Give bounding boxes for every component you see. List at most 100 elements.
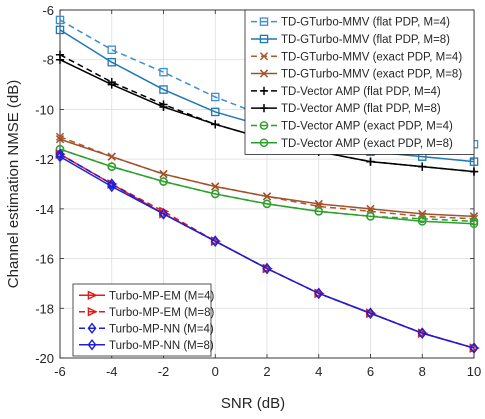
x-tick-label: 0: [212, 364, 219, 379]
x-tick-label: 10: [467, 364, 481, 379]
data-point: [159, 102, 168, 112]
legend-item: TD-GTurbo-MMV (exact PDP, M=4): [251, 51, 462, 63]
data-point: [159, 169, 168, 179]
data-point: [262, 199, 272, 209]
legend-label: Turbo-MP-EM (M=8): [109, 307, 214, 319]
data-point: [314, 207, 324, 216]
data-point: [366, 157, 375, 166]
data-point: [262, 262, 272, 275]
data-point: [159, 208, 168, 220]
legend-label: Turbo-MP-NN (M=8): [109, 340, 214, 352]
data-point: [366, 212, 375, 221]
series-line: [59, 148, 475, 225]
data-point: [55, 150, 65, 163]
y-axis-label: Channel estimation NMSE (dB): [5, 80, 22, 288]
legend-label: TD-GTurbo-MMV (exact PDP, M=4): [281, 51, 462, 63]
y-tick-label: -16: [35, 252, 54, 267]
legend-item: TD-Vector AMP (flat PDP, M=8): [251, 103, 441, 115]
data-point: [210, 189, 220, 199]
data-point: [107, 80, 116, 89]
legend-label: Turbo-MP-EM (M=4): [109, 290, 214, 302]
legend-item: Turbo-MP-EM (M=8): [79, 307, 214, 319]
legend-label: TD-GTurbo-MMV (flat PDP, M=4): [281, 17, 450, 29]
legend-swatch-marker: [259, 17, 269, 26]
legend-label: TD-Vector AMP (exact PDP, M=8): [281, 138, 453, 150]
x-tick-label: 2: [263, 364, 270, 379]
y-tick-label: -10: [35, 102, 54, 117]
data-point: [211, 120, 220, 129]
legend-label: TD-Vector AMP (exact PDP, M=4): [281, 120, 453, 132]
data-point: [469, 216, 479, 226]
data-point: [469, 157, 479, 166]
data-point: [469, 342, 479, 354]
data-point: [107, 180, 117, 193]
x-tick-label: 8: [419, 364, 426, 379]
data-point: [107, 178, 117, 190]
legend-label: Turbo-MP-NN (M=4): [109, 323, 214, 335]
data-point: [418, 162, 427, 171]
legend-item: TD-Vector AMP (exact PDP, M=8): [251, 138, 453, 150]
data-point: [55, 132, 65, 141]
data-point: [107, 162, 117, 171]
legends: TD-GTurbo-MMV (flat PDP, M=4) TD-GTurbo-M…: [72, 9, 475, 357]
data-point: [107, 45, 117, 55]
y-tick-label: -18: [35, 301, 54, 316]
y-tick-label: -6: [42, 3, 54, 18]
x-tick-label: -4: [106, 364, 118, 379]
legend-swatch-marker: [259, 121, 269, 130]
legend-box: [244, 9, 475, 155]
data-point: [107, 152, 116, 161]
legend-swatch-marker: [259, 52, 269, 61]
legend-label: TD-Vector AMP (flat PDP, M=8): [281, 103, 441, 115]
data-point: [159, 85, 168, 94]
legend-swatch-marker: [87, 339, 97, 351]
legend-item: TD-GTurbo-MMV (exact PDP, M=8): [251, 69, 462, 81]
legend-swatch-marker: [259, 69, 269, 78]
legend-swatch-marker: [259, 86, 269, 95]
data-point: [469, 219, 479, 229]
data-point: [469, 167, 479, 176]
legend-item: Turbo-MP-NN (M=8): [79, 339, 214, 352]
data-point: [159, 177, 168, 186]
legend-label: TD-GTurbo-MMV (flat PDP, M=8): [281, 34, 450, 46]
series-line: [59, 156, 475, 349]
legend-label: TD-GTurbo-MMV (exact PDP, M=8): [281, 69, 462, 81]
data-point: [211, 182, 220, 191]
legend-item: TD-GTurbo-MMV (flat PDP, M=4): [251, 17, 450, 29]
data-point: [417, 327, 427, 339]
legend-item: TD-Vector AMP (flat PDP, M=4): [251, 86, 441, 98]
y-tick-label: -20: [35, 351, 54, 366]
legend-item: Turbo-MP-EM (M=4): [79, 290, 214, 302]
data-point: [55, 148, 65, 160]
legend-swatch-marker: [259, 34, 269, 44]
data-point: [366, 204, 375, 213]
data-point: [210, 235, 220, 247]
data-point: [417, 214, 427, 224]
legend-swatch-marker: [259, 104, 269, 113]
data-point: [55, 55, 65, 64]
data-point: [262, 192, 272, 201]
data-point: [159, 67, 168, 77]
y-tick-label: -12: [35, 152, 54, 167]
legend-swatch-marker: [87, 322, 97, 334]
series-11: [55, 150, 479, 354]
x-tick-label: -2: [158, 364, 170, 379]
data-point: [314, 287, 324, 300]
legend-item: Turbo-MP-NN (M=4): [79, 322, 214, 335]
y-tick-label: -8: [42, 53, 54, 68]
data-point: [55, 135, 65, 144]
legend-swatch-marker: [87, 307, 98, 317]
data-point: [210, 107, 220, 117]
data-point: [55, 25, 65, 35]
legend-item: TD-GTurbo-MMV (flat PDP, M=8): [251, 34, 450, 46]
x-tick-label: -6: [54, 364, 66, 379]
legend-bottom-left: Turbo-MP-EM (M=4) Turbo-MP-EM (M=8) Turbo-…: [72, 283, 214, 357]
data-point: [107, 57, 117, 67]
data-point: [210, 92, 220, 102]
data-point: [314, 199, 323, 209]
x-tick-label: 4: [315, 364, 322, 379]
data-point: [55, 15, 65, 25]
y-tick-label: -14: [35, 202, 54, 217]
